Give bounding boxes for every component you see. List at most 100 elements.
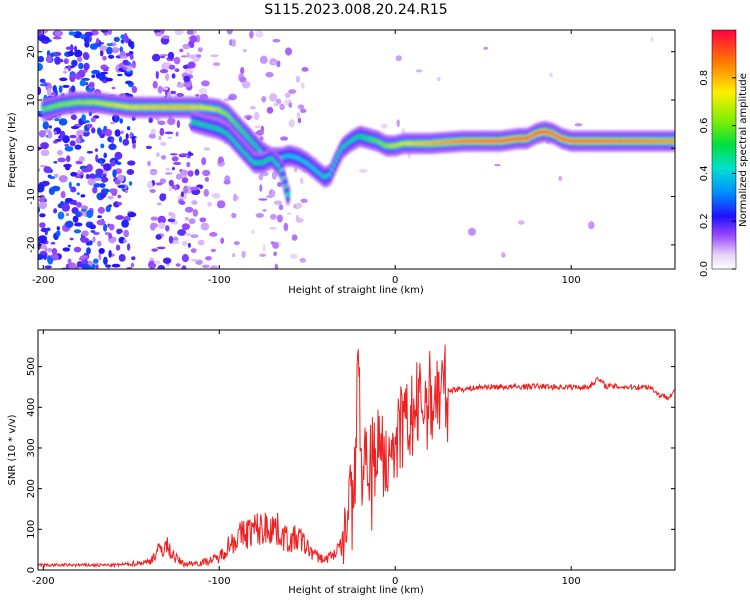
noise-speckle xyxy=(86,209,94,219)
noise-speckle xyxy=(266,106,274,114)
noise-speckle xyxy=(201,157,207,166)
noise-speckle xyxy=(518,220,525,225)
noise-speckle xyxy=(204,177,210,182)
snr-frame xyxy=(37,329,676,571)
noise-speckle xyxy=(168,186,173,192)
noise-speckle xyxy=(258,173,264,181)
noise-speckle xyxy=(110,121,115,125)
noise-speckle xyxy=(159,54,169,57)
noise-speckle xyxy=(197,239,205,246)
noise-speckle xyxy=(161,155,166,160)
noise-speckle xyxy=(152,80,158,89)
noise-speckle xyxy=(57,149,63,156)
noise-speckle xyxy=(205,256,212,261)
noise-speckle xyxy=(53,130,57,136)
noise-speckle xyxy=(468,227,476,236)
noise-speckle xyxy=(96,37,99,44)
noise-speckle xyxy=(69,140,76,147)
noise-speckle xyxy=(114,129,121,137)
colorbar-label: Normalized spectral amplitude xyxy=(738,73,749,227)
noise-speckle xyxy=(94,177,102,181)
noise-speckle xyxy=(58,85,63,93)
noise-speckle xyxy=(108,232,112,240)
noise-speckle xyxy=(186,161,191,168)
noise-speckle xyxy=(50,241,56,245)
noise-speckle xyxy=(72,215,79,223)
noise-speckle xyxy=(67,258,72,264)
noise-speckle xyxy=(181,177,189,184)
noise-speckle xyxy=(380,123,388,129)
noise-speckle xyxy=(231,212,237,219)
noise-speckle xyxy=(131,86,138,93)
noise-speckle xyxy=(38,235,47,244)
noise-speckle xyxy=(98,73,106,81)
noise-speckle xyxy=(216,200,226,209)
noise-speckle xyxy=(38,184,45,193)
noise-speckle xyxy=(47,174,52,179)
noise-speckle xyxy=(38,130,46,138)
noise-speckle xyxy=(67,244,71,248)
noise-speckle xyxy=(168,65,175,69)
noise-speckle xyxy=(175,263,181,267)
noise-speckle xyxy=(44,265,52,269)
noise-speckle xyxy=(76,192,80,196)
noise-speckle xyxy=(151,248,158,252)
noise-speckle xyxy=(87,178,96,186)
noise-speckle xyxy=(168,235,174,244)
noise-speckle xyxy=(62,135,70,144)
noise-speckle xyxy=(233,241,240,246)
noise-speckle xyxy=(47,257,52,263)
noise-speckle xyxy=(111,263,121,268)
noise-speckle xyxy=(288,89,297,94)
noise-speckle xyxy=(81,114,86,122)
noise-speckle xyxy=(100,71,109,75)
noise-speckle xyxy=(100,143,105,149)
noise-speckle xyxy=(157,120,166,126)
noise-speckle xyxy=(76,182,80,187)
noise-speckle xyxy=(279,103,285,111)
noise-speckle xyxy=(549,72,553,78)
noise-speckle xyxy=(89,81,95,88)
noise-speckle xyxy=(167,117,176,126)
noise-speckle xyxy=(62,247,71,252)
noise-speckle xyxy=(101,188,110,193)
noise-speckle xyxy=(75,73,81,80)
noise-speckle xyxy=(296,112,301,118)
x-tick-label: -200 xyxy=(32,576,55,587)
noise-speckle xyxy=(189,54,196,59)
noise-speckle xyxy=(56,226,60,231)
noise-speckle xyxy=(41,180,50,186)
noise-speckle xyxy=(123,239,127,244)
noise-speckle xyxy=(65,213,70,217)
noise-speckle xyxy=(54,173,59,178)
noise-speckle xyxy=(128,40,133,48)
noise-speckle xyxy=(131,256,136,261)
noise-speckle xyxy=(297,104,305,110)
noise-speckle xyxy=(186,30,194,35)
noise-speckle xyxy=(40,227,48,233)
noise-speckle xyxy=(574,123,583,127)
noise-speckle xyxy=(74,144,82,150)
noise-speckle xyxy=(147,181,153,189)
noise-speckle xyxy=(283,222,289,232)
noise-speckle xyxy=(223,180,231,185)
noise-speckle xyxy=(121,219,129,228)
noise-speckle xyxy=(85,173,90,180)
noise-speckle xyxy=(91,74,96,78)
noise-speckle xyxy=(558,175,563,182)
noise-speckle xyxy=(271,189,276,198)
noise-speckle xyxy=(200,222,210,231)
noise-speckle xyxy=(203,189,209,197)
noise-speckle xyxy=(176,120,181,129)
chart-title: S115.2023.008.20.24.R15 xyxy=(264,2,447,18)
noise-speckle xyxy=(38,168,41,173)
noise-speckle xyxy=(171,156,179,162)
noise-speckle xyxy=(105,205,111,213)
noise-speckle xyxy=(43,39,50,44)
noise-speckle xyxy=(255,213,264,218)
noise-speckle xyxy=(199,217,207,223)
noise-speckle xyxy=(102,55,107,61)
noise-speckle xyxy=(97,215,102,219)
noise-speckle xyxy=(588,221,595,230)
